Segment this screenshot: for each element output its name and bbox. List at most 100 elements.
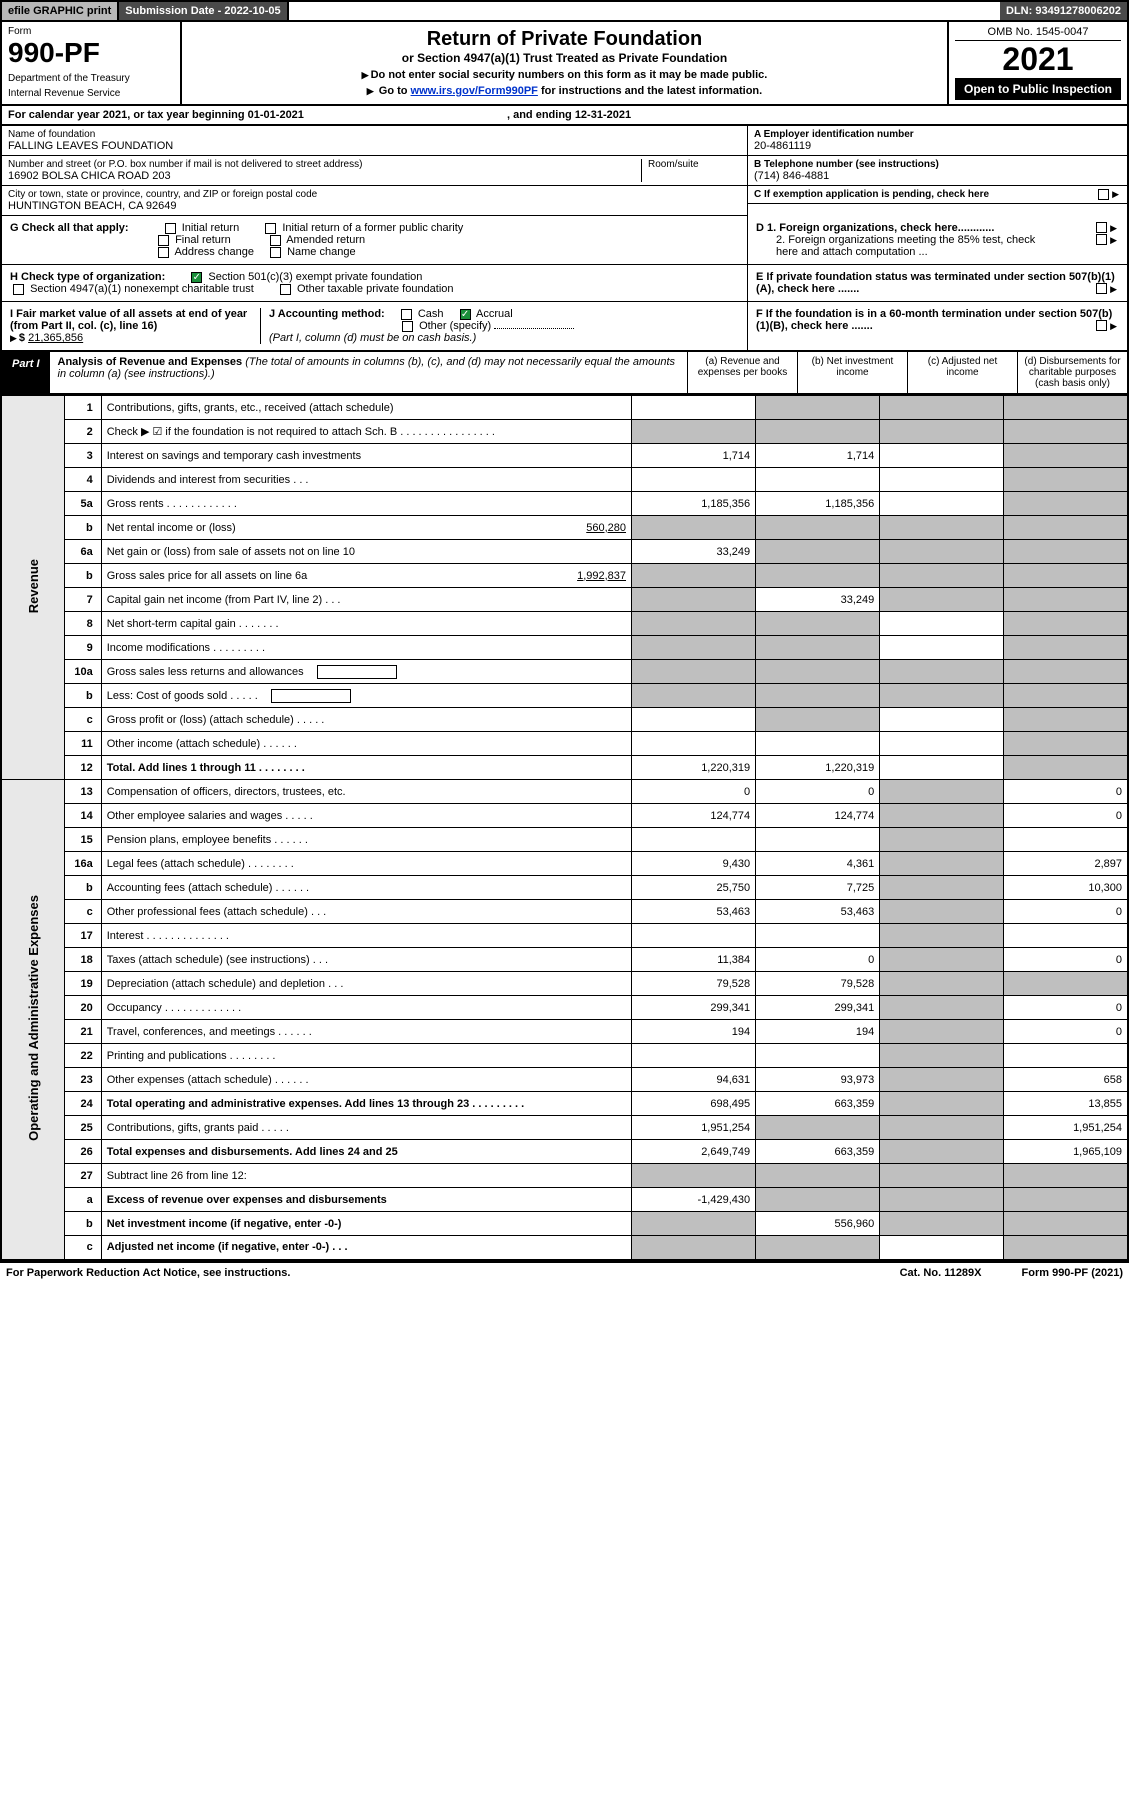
form-number: 990-PF <box>8 37 174 69</box>
cell-a <box>632 828 756 852</box>
j-cash-checkbox[interactable] <box>401 309 412 320</box>
row-number: 27 <box>65 1164 102 1188</box>
g-initial-former-checkbox[interactable] <box>265 223 276 234</box>
cell-d <box>1004 540 1128 564</box>
phone-label: B Telephone number (see instructions) <box>754 159 1121 170</box>
cell-b <box>756 468 880 492</box>
cell-a <box>632 516 756 540</box>
cell-d <box>1004 420 1128 444</box>
j-other-checkbox[interactable] <box>402 321 413 332</box>
cell-b: 7,725 <box>756 876 880 900</box>
ein-value: 20-4861119 <box>754 140 1121 152</box>
cell-a: 11,384 <box>632 948 756 972</box>
g-label: G Check all that apply: <box>10 222 129 234</box>
row-number: 15 <box>65 828 102 852</box>
efile-print-button[interactable]: efile GRAPHIC print <box>2 2 119 20</box>
f-checkbox[interactable] <box>1096 320 1107 331</box>
table-row: bLess: Cost of goods sold . . . . . <box>1 684 1128 708</box>
g-addr-checkbox[interactable] <box>158 247 169 258</box>
row-desc: Total. Add lines 1 through 11 . . . . . … <box>101 756 631 780</box>
g-amended-checkbox[interactable] <box>270 235 281 246</box>
cell-c <box>880 1068 1004 1092</box>
row-number: 17 <box>65 924 102 948</box>
h-label: H Check type of organization: <box>10 271 165 283</box>
expenses-side-label: Operating and Administrative Expenses <box>1 780 65 1260</box>
row-desc: Gross sales price for all assets on line… <box>101 564 631 588</box>
cell-b <box>756 636 880 660</box>
table-row: 8Net short-term capital gain . . . . . .… <box>1 612 1128 636</box>
table-row: 9Income modifications . . . . . . . . . <box>1 636 1128 660</box>
row-number: 11 <box>65 732 102 756</box>
cell-a: -1,429,430 <box>632 1188 756 1212</box>
cell-a <box>632 1044 756 1068</box>
part1-title-bold: Analysis of Revenue and Expenses <box>58 356 243 368</box>
row-desc: Printing and publications . . . . . . . … <box>101 1044 631 1068</box>
irs-link[interactable]: www.irs.gov/Form990PF <box>411 85 538 97</box>
cell-a <box>632 636 756 660</box>
d2-checkbox[interactable] <box>1096 234 1107 245</box>
cell-a: 9,430 <box>632 852 756 876</box>
cell-c <box>880 1116 1004 1140</box>
cell-d <box>1004 684 1128 708</box>
cell-b <box>756 1044 880 1068</box>
table-row: 3Interest on savings and temporary cash … <box>1 444 1128 468</box>
row-desc: Less: Cost of goods sold . . . . . <box>101 684 631 708</box>
cell-b: 1,185,356 <box>756 492 880 516</box>
cell-b: 0 <box>756 948 880 972</box>
row-desc: Compensation of officers, directors, tru… <box>101 780 631 804</box>
col-d-header: (d) Disbursements for charitable purpose… <box>1017 352 1127 393</box>
table-row: 23Other expenses (attach schedule) . . .… <box>1 1068 1128 1092</box>
cell-d <box>1004 492 1128 516</box>
h-other-checkbox[interactable] <box>280 284 291 295</box>
g-final-checkbox[interactable] <box>158 235 169 246</box>
cell-d <box>1004 516 1128 540</box>
col-a-header: (a) Revenue and expenses per books <box>687 352 797 393</box>
row-desc: Total expenses and disbursements. Add li… <box>101 1140 631 1164</box>
cell-b <box>756 684 880 708</box>
ein-label: A Employer identification number <box>754 129 1121 140</box>
table-row: 15Pension plans, employee benefits . . .… <box>1 828 1128 852</box>
c-checkbox[interactable] <box>1098 189 1109 200</box>
row-number: b <box>65 564 102 588</box>
table-row: Operating and Administrative Expenses13C… <box>1 780 1128 804</box>
row-desc: Excess of revenue over expenses and disb… <box>101 1188 631 1212</box>
cell-c <box>880 444 1004 468</box>
omb-number: OMB No. 1545-0047 <box>955 26 1121 41</box>
cell-c <box>880 876 1004 900</box>
dln: DLN: 93491278006202 <box>1000 2 1127 20</box>
j-accrual-checkbox[interactable] <box>460 309 471 320</box>
j-cash: Cash <box>418 308 444 320</box>
row-number: 24 <box>65 1092 102 1116</box>
cell-c <box>880 660 1004 684</box>
j-note: (Part I, column (d) must be on cash basi… <box>269 332 476 344</box>
h-4947-checkbox[interactable] <box>13 284 24 295</box>
cell-c <box>880 684 1004 708</box>
row-number: 3 <box>65 444 102 468</box>
e-checkbox[interactable] <box>1096 283 1107 294</box>
cell-c <box>880 948 1004 972</box>
cell-d <box>1004 1164 1128 1188</box>
cell-b <box>756 732 880 756</box>
calendar-end: , and ending 12-31-2021 <box>507 109 631 121</box>
cell-c <box>880 612 1004 636</box>
g-initial-checkbox[interactable] <box>165 223 176 234</box>
row-number: 25 <box>65 1116 102 1140</box>
table-row: 26Total expenses and disbursements. Add … <box>1 1140 1128 1164</box>
cell-a: 53,463 <box>632 900 756 924</box>
g-name: Name change <box>287 246 356 258</box>
table-row: 17Interest . . . . . . . . . . . . . . <box>1 924 1128 948</box>
h-501c3-checkbox[interactable] <box>191 272 202 283</box>
row-number: 26 <box>65 1140 102 1164</box>
cell-c <box>880 924 1004 948</box>
cell-c <box>880 564 1004 588</box>
d1-checkbox[interactable] <box>1096 222 1107 233</box>
cell-b <box>756 420 880 444</box>
form-title: Return of Private Foundation <box>188 28 941 51</box>
name-label: Name of foundation <box>8 129 741 140</box>
cell-a <box>632 924 756 948</box>
g-name-checkbox[interactable] <box>270 247 281 258</box>
cell-b: 1,714 <box>756 444 880 468</box>
table-row: 12Total. Add lines 1 through 11 . . . . … <box>1 756 1128 780</box>
row-desc: Interest . . . . . . . . . . . . . . <box>101 924 631 948</box>
cell-b <box>756 516 880 540</box>
